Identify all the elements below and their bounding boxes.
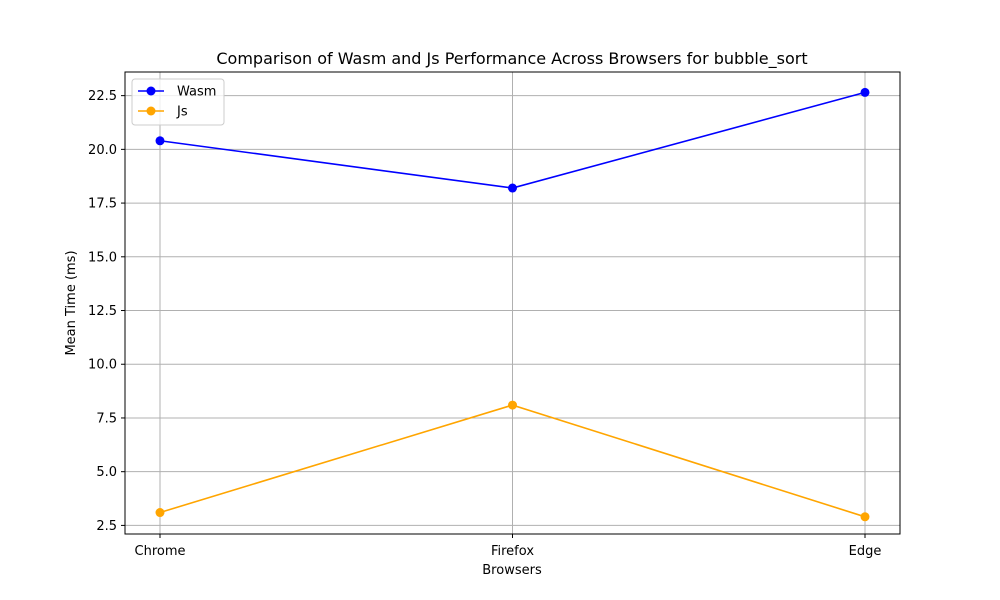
y-tick-label: 7.5 (96, 411, 117, 426)
y-tick-label: 10.0 (88, 358, 117, 373)
legend-label-wasm: Wasm (177, 85, 216, 100)
series-lines (155, 87, 870, 522)
data-point-js (860, 512, 870, 522)
legend-marker-js (146, 106, 156, 116)
grid-lines (125, 72, 900, 534)
data-point-wasm (860, 87, 870, 97)
x-axis-label: Browsers (482, 563, 542, 578)
data-point-js (155, 508, 165, 518)
y-tick-label: 5.0 (96, 465, 117, 480)
legend-entries: Wasm Js (138, 85, 216, 120)
y-tick-label: 17.5 (88, 197, 117, 212)
x-tick-label: Firefox (491, 544, 534, 559)
y-tick-label: 12.5 (88, 304, 117, 319)
y-axis-label: Mean Time (ms) (64, 250, 79, 355)
y-tick-label: 22.5 (88, 89, 117, 104)
x-tick-label: Chrome (135, 544, 186, 559)
legend-label-js: Js (176, 105, 188, 120)
y-tick-label: 15.0 (88, 250, 117, 265)
x-tick-label: Edge (849, 544, 882, 559)
data-point-js (508, 400, 517, 410)
legend: Wasm Js (131, 78, 225, 126)
y-tick-label: 20.0 (88, 143, 117, 158)
data-point-wasm (508, 183, 517, 193)
x-axis-ticks: Chrome Firefox Edge (135, 534, 882, 559)
data-point-wasm (155, 136, 165, 146)
chart-title: Comparison of Wasm and Js Performance Ac… (216, 49, 807, 69)
legend-marker-wasm (146, 86, 156, 96)
y-tick-label: 2.5 (96, 519, 117, 534)
y-axis-ticks: 2.5 5.0 7.5 10.0 12.5 15.0 17.5 20.0 22.5 (88, 89, 125, 534)
